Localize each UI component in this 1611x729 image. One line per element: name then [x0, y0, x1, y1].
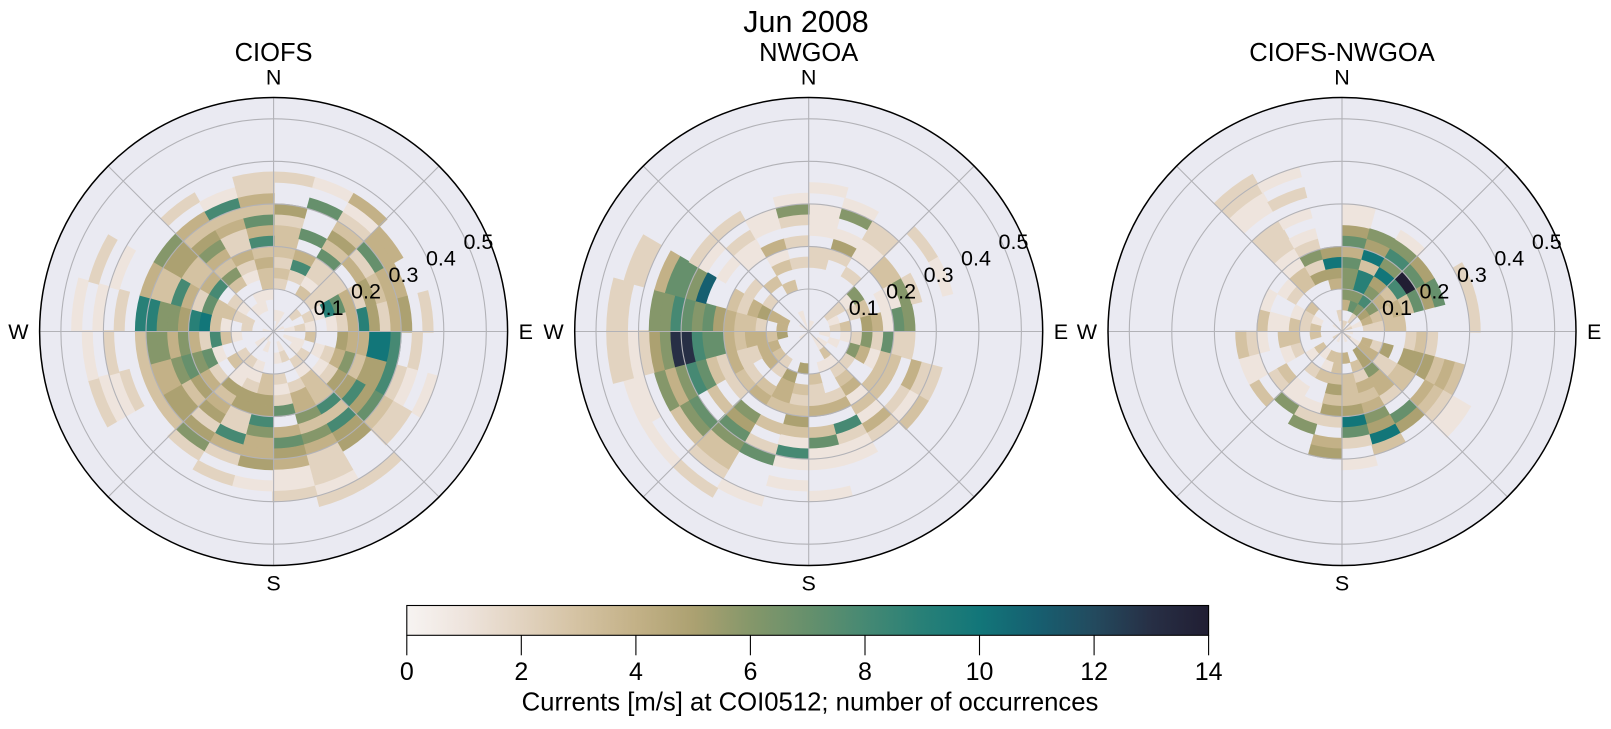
svg-text:N: N — [1334, 66, 1350, 90]
svg-text:E: E — [519, 320, 533, 344]
svg-text:CIOFS: CIOFS — [235, 39, 313, 67]
svg-text:12: 12 — [1080, 658, 1108, 686]
svg-text:0.1: 0.1 — [1382, 296, 1412, 320]
svg-text:2: 2 — [514, 658, 528, 686]
svg-text:0.2: 0.2 — [351, 279, 381, 303]
svg-text:0.3: 0.3 — [1457, 263, 1487, 287]
svg-text:4: 4 — [629, 658, 643, 686]
svg-text:0.3: 0.3 — [924, 263, 954, 287]
svg-text:Currents [m/s] at COI0512; num: Currents [m/s] at COI0512; number of occ… — [522, 689, 1099, 717]
svg-text:0.2: 0.2 — [1419, 279, 1449, 303]
svg-text:10: 10 — [966, 658, 994, 686]
svg-text:CIOFS-NWGOA: CIOFS-NWGOA — [1249, 39, 1435, 67]
svg-text:W: W — [543, 320, 564, 344]
svg-text:6: 6 — [743, 658, 757, 686]
svg-text:S: S — [1335, 572, 1349, 596]
svg-text:E: E — [1587, 320, 1601, 344]
svg-text:Jun 2008: Jun 2008 — [743, 5, 869, 39]
svg-text:S: S — [802, 572, 816, 596]
svg-text:0.5: 0.5 — [463, 230, 493, 254]
svg-text:0: 0 — [400, 658, 414, 686]
svg-text:0.5: 0.5 — [999, 230, 1029, 254]
svg-text:0.4: 0.4 — [426, 247, 456, 271]
svg-text:NWGOA: NWGOA — [759, 39, 858, 67]
svg-text:0.1: 0.1 — [849, 296, 879, 320]
svg-text:0.2: 0.2 — [886, 279, 916, 303]
svg-text:W: W — [1077, 320, 1098, 344]
svg-text:S: S — [266, 572, 280, 596]
svg-text:E: E — [1054, 320, 1068, 344]
svg-text:0.4: 0.4 — [1494, 247, 1524, 271]
svg-text:14: 14 — [1195, 658, 1223, 686]
svg-text:0.1: 0.1 — [314, 296, 344, 320]
svg-text:0.3: 0.3 — [389, 263, 419, 287]
svg-text:N: N — [266, 66, 282, 90]
svg-text:N: N — [801, 66, 817, 90]
svg-text:0.4: 0.4 — [961, 247, 991, 271]
svg-text:0.5: 0.5 — [1532, 230, 1562, 254]
svg-text:W: W — [8, 320, 29, 344]
svg-text:8: 8 — [858, 658, 872, 686]
